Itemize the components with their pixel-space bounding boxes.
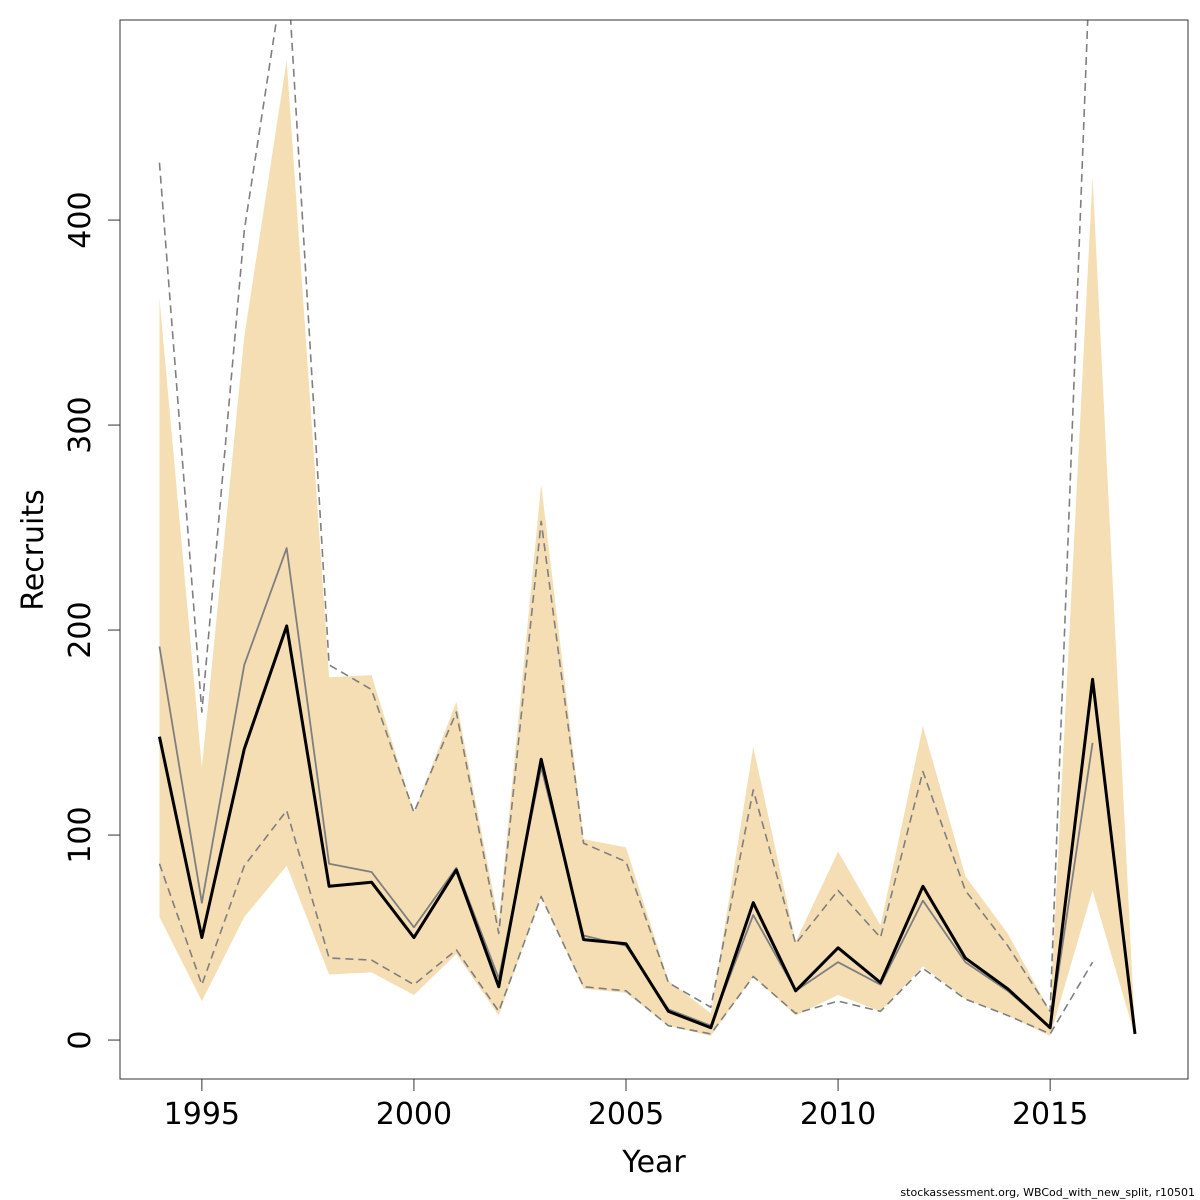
y-axis-label: Recruits [16, 489, 51, 611]
y-tick-label: 200 [63, 601, 98, 658]
x-tick-label: 2010 [800, 1097, 876, 1132]
x-tick-label: 2005 [588, 1097, 664, 1132]
confidence-band [159, 60, 1135, 1036]
x-tick-label: 1995 [164, 1097, 240, 1132]
y-tick-label: 100 [63, 806, 98, 863]
x-tick-label: 2000 [376, 1097, 452, 1132]
x-tick-label: 2015 [1012, 1097, 1088, 1132]
dashed-line [158, 809, 1094, 1035]
footnote: stockassessment.org, WBCod_with_new_spli… [900, 1186, 1195, 1199]
y-tick-label: 300 [63, 396, 98, 453]
y-tick-label: 0 [63, 1031, 98, 1050]
dashed-line [158, 20, 1089, 1013]
series-line [157, 624, 1137, 1035]
y-tick-label: 400 [63, 191, 98, 248]
plot-area [157, 20, 1137, 1036]
plot-frame [119, 19, 1189, 1080]
x-axis-label: Year [621, 1145, 686, 1180]
